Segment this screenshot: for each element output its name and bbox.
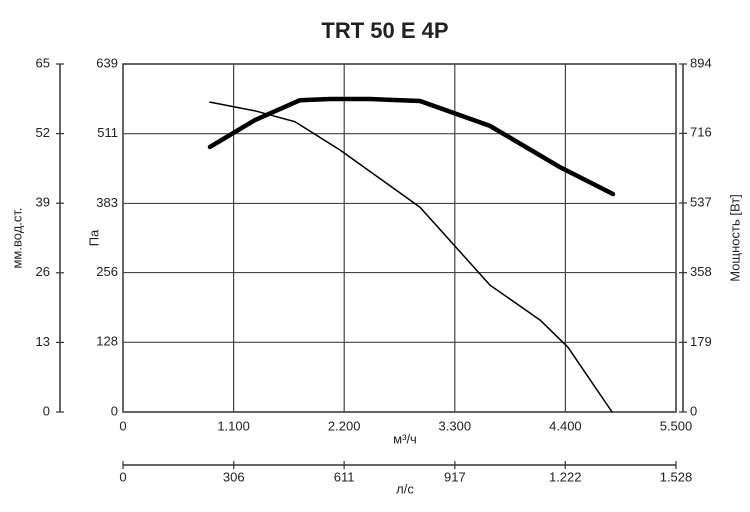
series-line	[209, 101, 613, 413]
y2-tick-label: 0	[690, 403, 697, 418]
y3-tick-label: 65	[36, 55, 50, 70]
x2-tick-label: 0	[119, 469, 126, 484]
y-tick-label: 128	[96, 334, 118, 349]
y-tick-label: 0	[111, 403, 118, 418]
y2-axis-label: Мощность [Вт]	[727, 194, 742, 282]
series-line	[207, 96, 616, 197]
x2-tick-label: 1.222	[549, 469, 582, 484]
x2-tick-label: 611	[334, 469, 355, 484]
y2-tick-label: 537	[690, 194, 712, 209]
x-tick-label: 0	[119, 418, 126, 433]
y-tick-label: 639	[96, 55, 118, 70]
x-axis-label: м³/ч	[393, 431, 417, 446]
x2-tick-label: 306	[223, 469, 245, 484]
y2-tick-label: 716	[690, 125, 712, 140]
y2-tick-label: 358	[690, 264, 712, 279]
x2-tick-label: 917	[444, 469, 466, 484]
plot-area	[122, 63, 677, 413]
y3-tick-label: 26	[36, 264, 50, 279]
chart-title: TRT 50 E 4P	[321, 18, 448, 43]
x-tick-label: 1.100	[217, 418, 250, 433]
x-tick-label: 5.500	[660, 418, 693, 433]
x2-axis-label: л/с	[396, 481, 414, 496]
y3-tick-label: 0	[43, 403, 50, 418]
x-tick-label: 3.300	[439, 418, 472, 433]
y-tick-label: 511	[97, 125, 118, 140]
y2-tick-label: 894	[690, 55, 712, 70]
x2-tick-label: 1.528	[660, 469, 693, 484]
y3-tick-label: 13	[36, 334, 50, 349]
y-tick-label: 383	[96, 195, 118, 210]
y-axis-label: Па	[86, 229, 101, 246]
y3-tick-label: 39	[36, 195, 50, 210]
x-tick-label: 2.200	[328, 418, 361, 433]
y3-axis-label: мм.вод.ст.	[9, 207, 24, 268]
x-tick-label: 4.400	[549, 418, 582, 433]
y3-tick-label: 52	[36, 125, 50, 140]
y2-tick-label: 179	[690, 334, 712, 349]
y-tick-label: 256	[96, 264, 118, 279]
